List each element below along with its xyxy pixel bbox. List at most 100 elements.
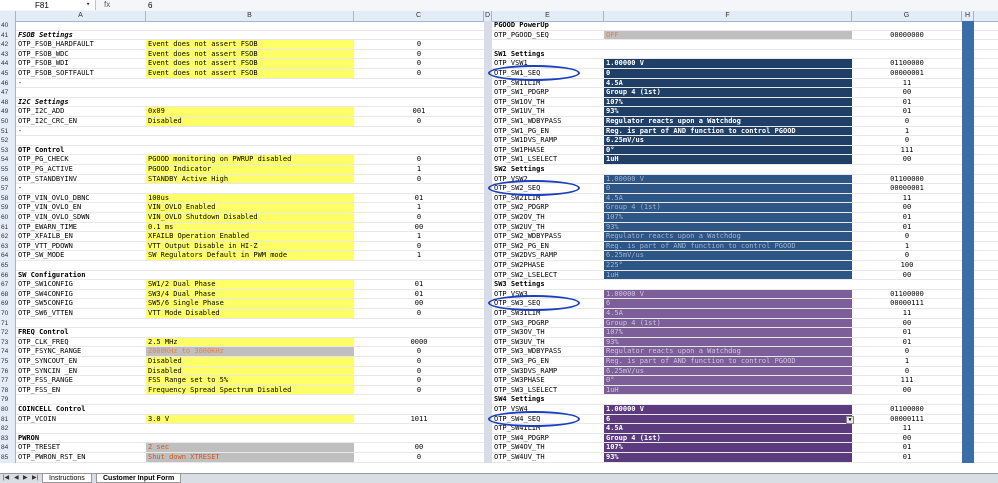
cell-c[interactable] bbox=[354, 424, 484, 434]
cell-e[interactable]: OTP_PGOOD_SEQ bbox=[492, 31, 604, 41]
cell-a[interactable] bbox=[16, 21, 146, 31]
cell-c[interactable] bbox=[354, 184, 484, 194]
cell-a[interactable] bbox=[16, 424, 146, 434]
cell-e[interactable]: OTP_SW1OV_TH bbox=[492, 98, 604, 108]
cell-f[interactable]: 4.5A bbox=[604, 309, 852, 319]
cell-e[interactable]: OTP_VSW2 bbox=[492, 175, 604, 185]
cell-h[interactable] bbox=[962, 21, 974, 31]
row-number[interactable]: 80 bbox=[0, 405, 16, 415]
cell-g[interactable]: 01100000 bbox=[852, 290, 962, 300]
row-number[interactable]: 48 bbox=[0, 97, 16, 108]
cell-b[interactable]: Event does not assert FSOB bbox=[146, 49, 354, 60]
cell-e[interactable]: OTP_SW1_SEQ bbox=[492, 69, 604, 79]
row-number[interactable]: 63 bbox=[0, 241, 16, 252]
cell-c[interactable] bbox=[354, 405, 484, 415]
cell-b[interactable]: Disabled bbox=[146, 117, 354, 127]
cell-f[interactable]: Reg. is part of AND function to control … bbox=[604, 241, 852, 252]
cell-e[interactable]: OTP_VSW3 bbox=[492, 290, 604, 300]
cell-i[interactable] bbox=[974, 280, 998, 290]
cell-e[interactable]: OTP_SW3_PG_EN bbox=[492, 357, 604, 367]
row-number[interactable]: 61 bbox=[0, 222, 16, 233]
cell-e[interactable]: OTP_SW2UV_TH bbox=[492, 223, 604, 233]
cell-d[interactable] bbox=[484, 136, 492, 146]
cell-i[interactable] bbox=[974, 290, 998, 300]
cell-f[interactable]: 4.5A bbox=[604, 424, 852, 434]
cell-b[interactable]: 0.1 ms bbox=[146, 222, 354, 233]
cell-f[interactable]: Group 4 (1st) bbox=[604, 318, 852, 329]
cell-a[interactable]: OTP_SW4CONFIG bbox=[16, 290, 146, 300]
cell-f[interactable]: 6 bbox=[604, 299, 852, 309]
cell-a[interactable]: OTP_SYNCOUT_EN bbox=[16, 357, 146, 367]
cell-d[interactable] bbox=[484, 405, 492, 415]
cell-f[interactable]: 1.00000 V bbox=[604, 405, 852, 415]
cell-e[interactable]: OTP_SW1_PDGRP bbox=[492, 88, 604, 98]
cell-i[interactable] bbox=[974, 223, 998, 233]
cell-f[interactable]: Regulator reacts upon a Watchdog bbox=[604, 117, 852, 127]
cell-a[interactable]: OTP_SW1CONFIG bbox=[16, 280, 146, 290]
row-number[interactable]: 46 bbox=[0, 78, 16, 89]
cell-i[interactable] bbox=[974, 424, 998, 434]
cell-i[interactable] bbox=[974, 443, 998, 453]
cell-f[interactable]: 1.00000 V bbox=[604, 59, 852, 69]
cell-i[interactable] bbox=[974, 203, 998, 213]
formula-input[interactable]: 6 bbox=[148, 1, 153, 10]
row-number[interactable]: 41 bbox=[0, 30, 16, 41]
cell-e[interactable]: OTP_SW3DVS_RAMP bbox=[492, 367, 604, 377]
cell-b[interactable] bbox=[146, 405, 354, 415]
cell-e[interactable]: OTP_VSW1 bbox=[492, 59, 604, 69]
cell-d[interactable] bbox=[484, 309, 492, 319]
cell-a[interactable]: OTP_VIN_OVLO_DBNC bbox=[16, 194, 146, 204]
cell-a[interactable]: OTP_FSS_EN bbox=[16, 386, 146, 396]
row-number[interactable]: 78 bbox=[0, 385, 16, 396]
cell-i[interactable] bbox=[974, 347, 998, 357]
cell-d[interactable] bbox=[484, 232, 492, 242]
column-header-h[interactable]: H bbox=[962, 11, 974, 21]
cell-d[interactable] bbox=[484, 88, 492, 98]
cell-h[interactable] bbox=[962, 251, 974, 261]
cell-b[interactable]: VIN_OVLO Shutdown Disabled bbox=[146, 213, 354, 223]
cell-i[interactable] bbox=[974, 251, 998, 261]
prev-sheet-icon[interactable]: ◀ bbox=[14, 475, 19, 481]
cell-f[interactable]: 6.25mV/us bbox=[604, 251, 852, 261]
cell-g[interactable]: 11 bbox=[852, 309, 962, 319]
cell-c[interactable] bbox=[354, 434, 484, 444]
cell-c[interactable] bbox=[354, 395, 484, 405]
cell-f[interactable]: 1.00000 V bbox=[604, 289, 852, 300]
cell-b[interactable] bbox=[146, 146, 354, 156]
cell-d[interactable] bbox=[484, 261, 492, 271]
cell-i[interactable] bbox=[974, 405, 998, 415]
cell-d[interactable] bbox=[484, 241, 492, 252]
cell-a[interactable]: OTP_SW5CONFIG bbox=[16, 299, 146, 309]
cell-f[interactable]: 0° bbox=[604, 376, 852, 386]
cell-a[interactable]: OTP_I2C_ADD bbox=[16, 107, 146, 117]
cell-e[interactable]: OTP_SW4_SEQ bbox=[492, 415, 604, 425]
cell-b[interactable]: 100us bbox=[146, 193, 354, 204]
cell-c[interactable]: 0 bbox=[354, 69, 484, 79]
cell-i[interactable] bbox=[974, 319, 998, 329]
row-number[interactable]: 42 bbox=[0, 40, 16, 50]
last-sheet-icon[interactable]: ▶| bbox=[32, 475, 39, 481]
cell-b[interactable]: SW Regulators Default in PWM mode bbox=[146, 251, 354, 261]
cell-e[interactable]: OTP_SW3PHASE bbox=[492, 376, 604, 386]
cell-f[interactable]: Reg. is part of AND function to control … bbox=[604, 357, 852, 367]
cell-a[interactable]: - bbox=[16, 184, 146, 194]
cell-d[interactable] bbox=[484, 21, 492, 31]
cell-e[interactable]: OTP_SW3_SEQ bbox=[492, 299, 604, 309]
cell-h[interactable] bbox=[962, 126, 974, 137]
cell-d[interactable] bbox=[484, 347, 492, 357]
cell-i[interactable] bbox=[974, 338, 998, 348]
cell-b[interactable]: Disabled bbox=[146, 357, 354, 367]
cell-b[interactable] bbox=[146, 31, 354, 41]
cell-f[interactable]: 0° bbox=[604, 145, 852, 156]
cell-b[interactable]: SW3/4 Dual Phase bbox=[146, 289, 354, 300]
row-number[interactable]: 64 bbox=[0, 251, 16, 261]
cell-b[interactable]: 2000KHz to 3000KHz bbox=[146, 347, 354, 357]
cell-f[interactable]: 1uH bbox=[604, 270, 852, 281]
cell-h[interactable] bbox=[962, 174, 974, 185]
cell-c[interactable] bbox=[354, 88, 484, 98]
cell-c[interactable]: 0 bbox=[354, 59, 484, 69]
cell-c[interactable]: 001 bbox=[354, 107, 484, 117]
cell-b[interactable]: PGOOD monitoring on PWRUP disabled bbox=[146, 155, 354, 165]
cell-e[interactable]: OTP_SW3_LSELECT bbox=[492, 386, 604, 396]
cell-i[interactable] bbox=[974, 59, 998, 69]
